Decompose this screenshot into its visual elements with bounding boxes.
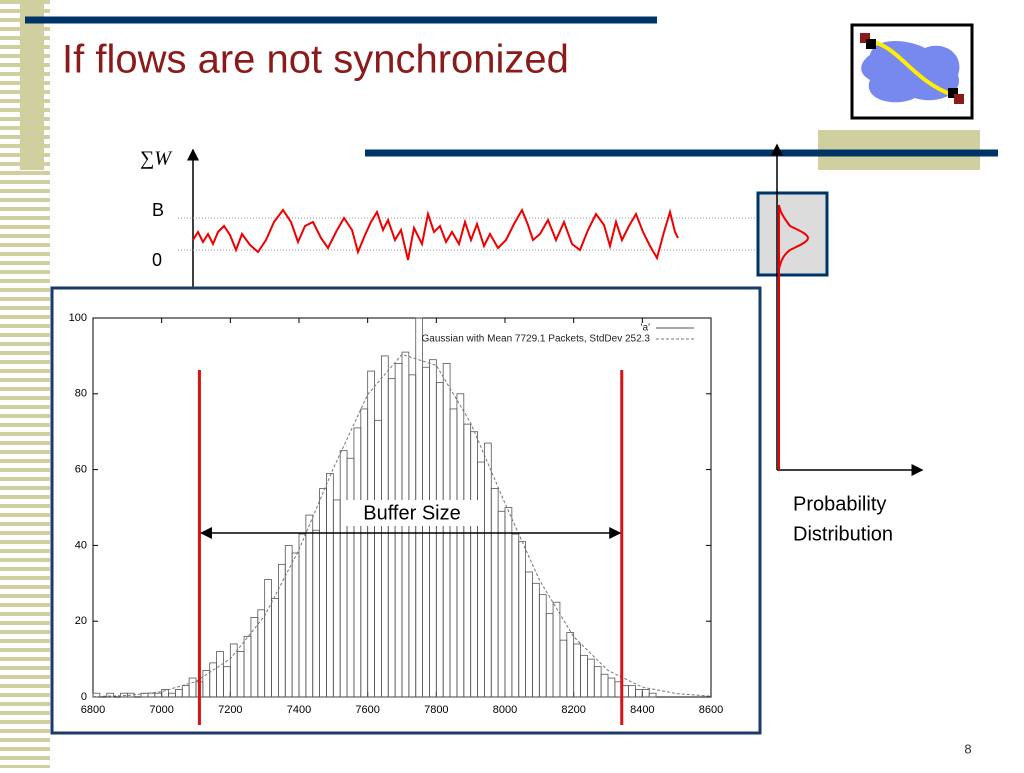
x-tick-label: 7600	[355, 704, 379, 716]
buffer-label: Buffer Size	[363, 502, 460, 524]
x-tick-label: 7000	[149, 704, 173, 716]
x-tick-label: 7800	[424, 704, 448, 716]
x-tick-label: 6800	[81, 704, 105, 716]
x-tick-label: 8600	[699, 704, 723, 716]
sum-w-label: ∑W	[140, 148, 173, 170]
y-tick-label: 60	[75, 464, 87, 476]
x-tick-label: 7200	[218, 704, 242, 716]
x-tick-label: 7400	[287, 704, 311, 716]
histogram-bar	[648, 692, 657, 698]
prob-label: Distribution	[793, 523, 893, 545]
y-tick-label: 100	[69, 312, 87, 324]
buffer-label-bg	[345, 500, 480, 526]
page-number: 8	[964, 741, 971, 756]
histogram-chart: 0 20 40 60 80 100 6800 7000 7200 7400 7600 7800 8000…	[69, 312, 723, 725]
x-tick-label: 8400	[630, 704, 654, 716]
y-tick-label: 20	[75, 615, 87, 627]
legend-label: Gaussian with Mean 7729.1 Packets, StdDe…	[422, 334, 651, 345]
y-tick-label: 0	[81, 691, 87, 703]
x-tick-label: 8200	[561, 704, 585, 716]
y-tick-label: 80	[75, 388, 87, 400]
gaussian-curve	[92, 353, 712, 698]
histogram-bar	[106, 692, 114, 698]
side-band	[20, 0, 44, 170]
b-label: B	[152, 200, 164, 220]
logo	[850, 23, 974, 120]
x-tick-label: 8000	[493, 704, 517, 716]
y-tick-label: 40	[75, 539, 87, 551]
legend-label: 'a'	[641, 323, 650, 334]
slide-title: If flows are not synchronized	[62, 38, 569, 82]
prob-label: Probability	[793, 493, 886, 515]
window-sketch	[178, 143, 924, 476]
histogram-bar	[92, 692, 101, 698]
zero-label: 0	[152, 250, 162, 270]
